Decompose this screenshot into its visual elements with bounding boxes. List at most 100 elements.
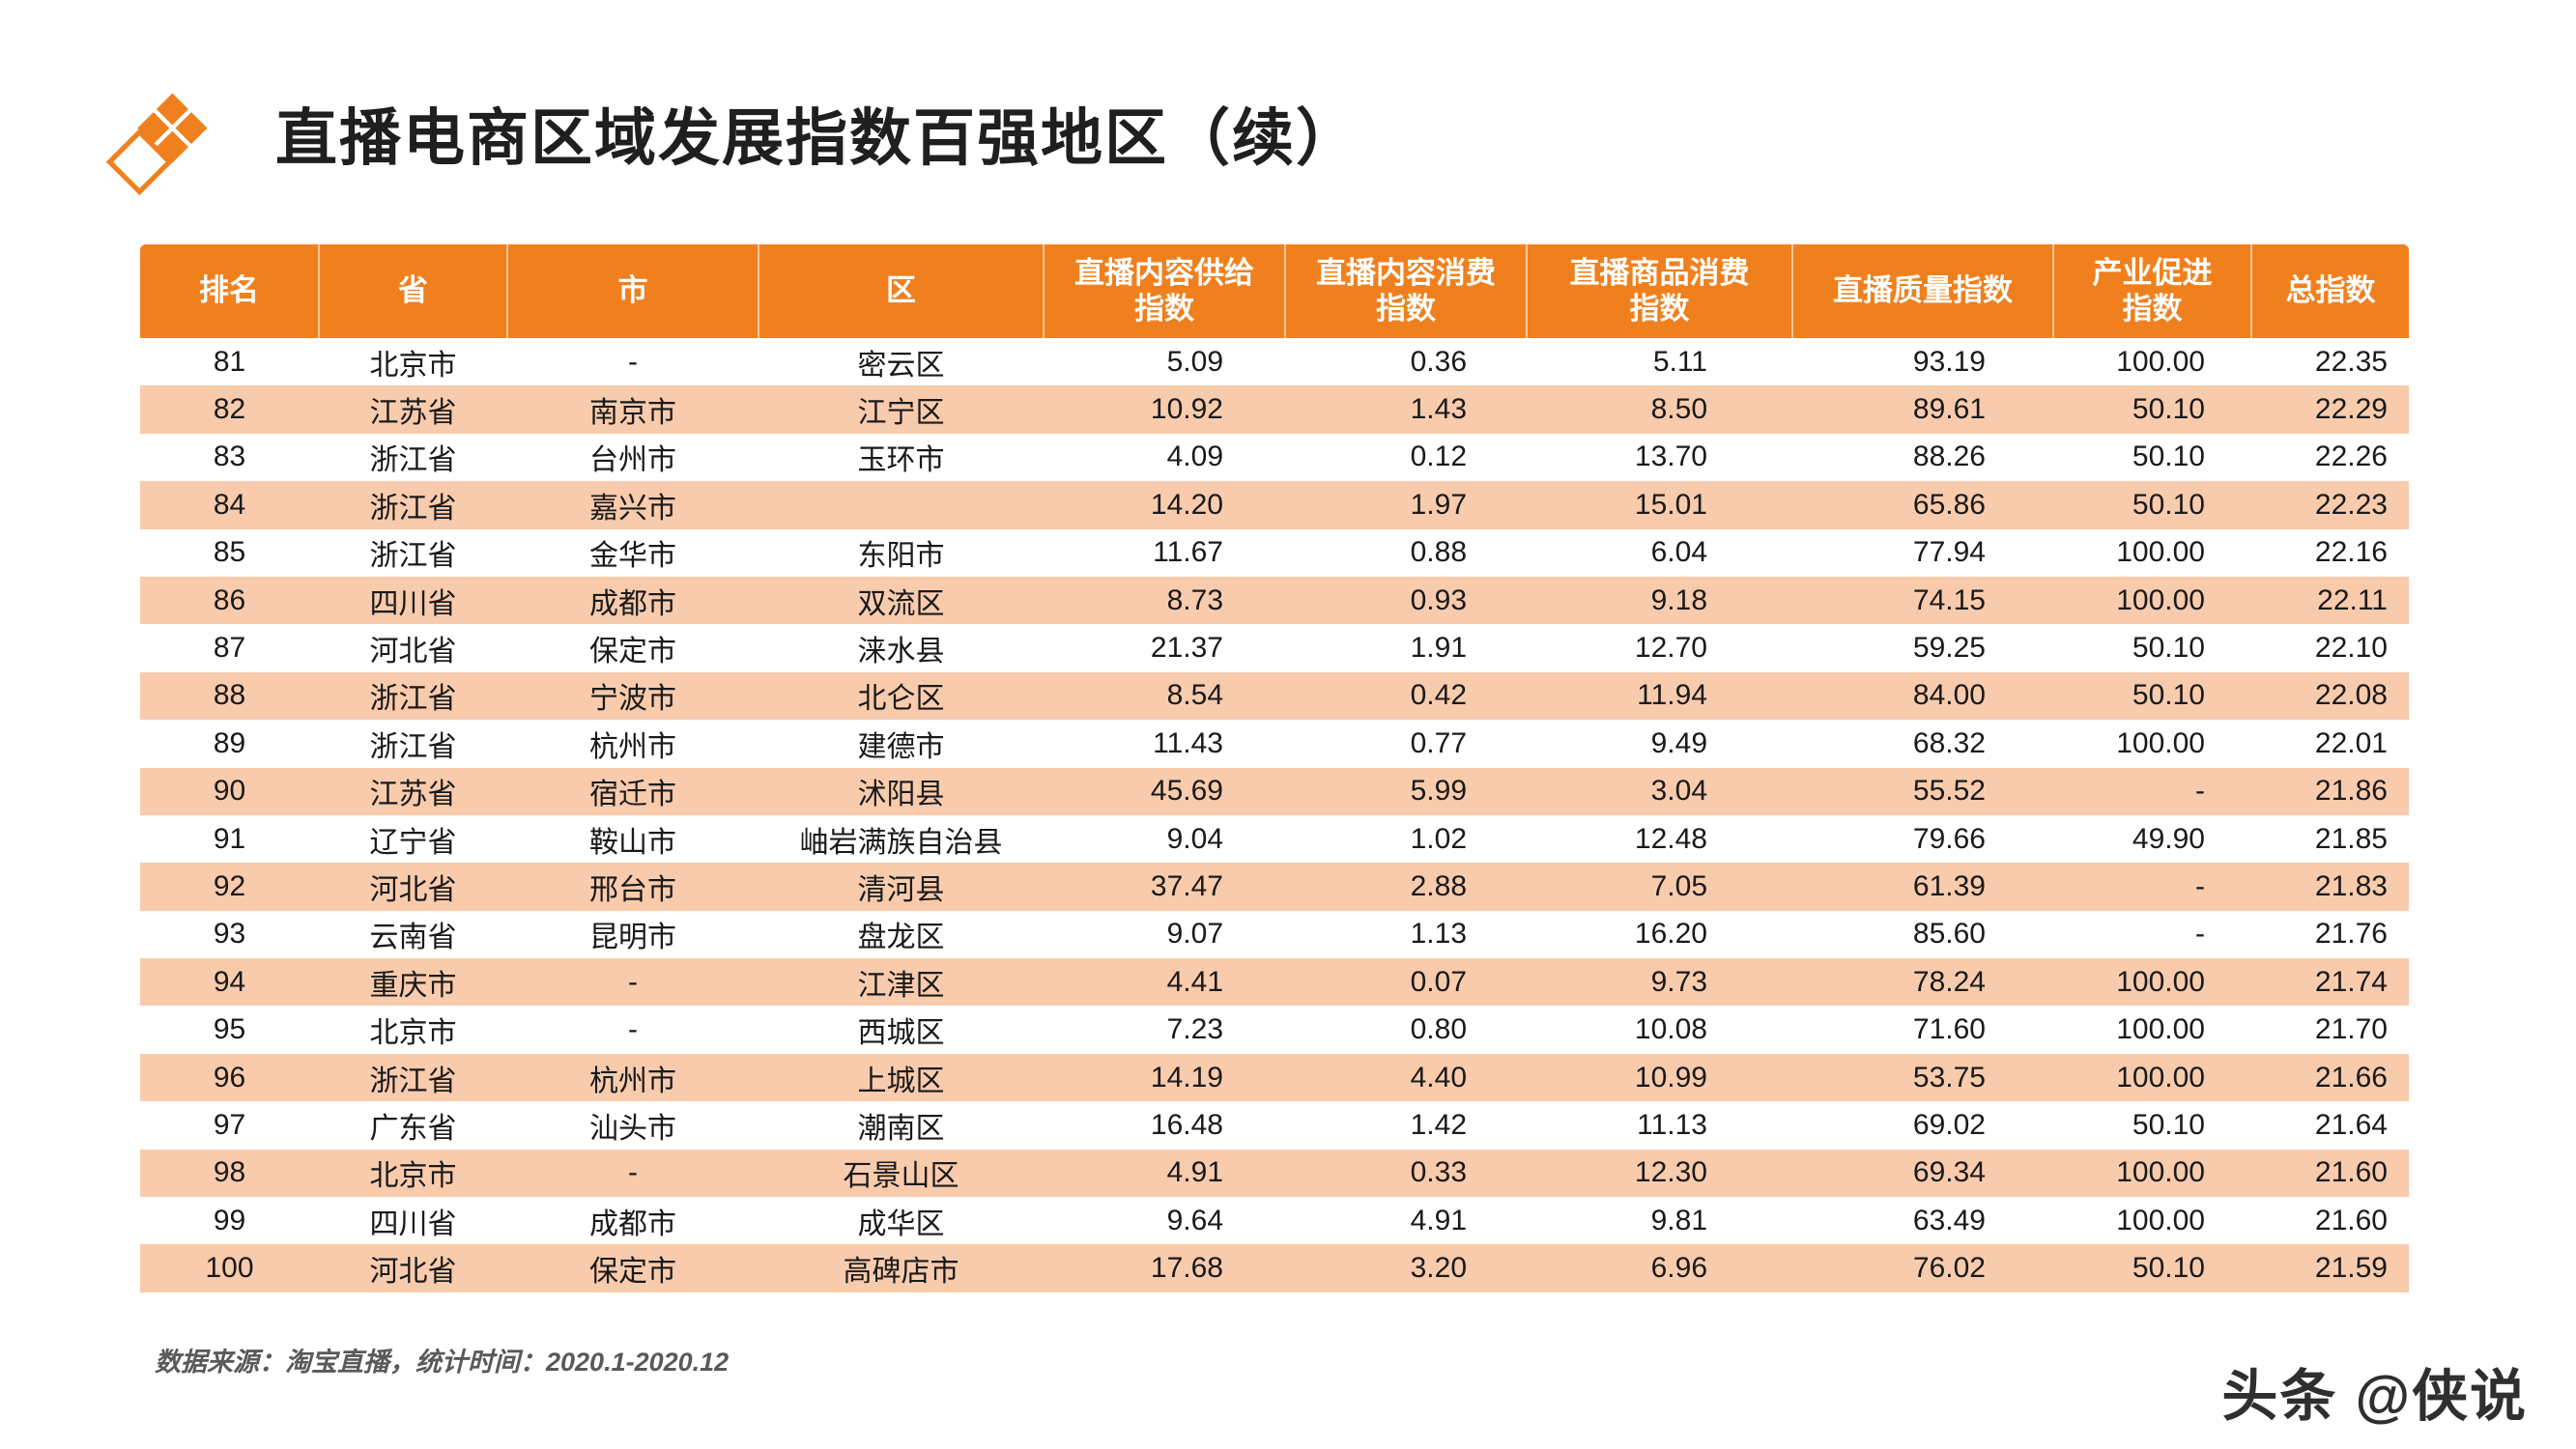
table-cell: 21.37: [1150, 632, 1223, 665]
table-cell: 4.40: [1410, 1061, 1467, 1094]
ranking-table: 排名省市区直播内容供给 指数 直播内容消费 指数 直播商品消费 指数 直播质量指数 产业…: [140, 244, 2409, 1293]
table-cell: 台州市: [589, 444, 676, 477]
table-cell: 83: [213, 440, 246, 473]
table-cell: 21.86: [2314, 775, 2388, 808]
table-cell: 14.19: [1150, 1061, 1223, 1094]
table-cell: 79.66: [1912, 822, 1986, 855]
table-cell: 63.49: [1912, 1204, 1986, 1236]
table-cell: 85: [213, 536, 246, 569]
table-cell: 82: [213, 393, 246, 426]
table-cell: 4.91: [1166, 1156, 1223, 1189]
table-cell: 浙江省: [369, 444, 457, 477]
table-cell: 77.94: [1912, 536, 1986, 569]
table-cell: 9.73: [1650, 965, 1707, 998]
table-cell: 93.19: [1912, 345, 1986, 378]
table-cell: 5.11: [1652, 345, 1707, 378]
table-cell: 11.43: [1153, 726, 1223, 759]
table-cell: -: [2195, 775, 2205, 808]
table-cell: 东阳市: [857, 540, 945, 573]
table-cell: 21.59: [2314, 1252, 2388, 1285]
table-cell: 68.32: [1912, 726, 1986, 759]
table-cell: 双流区: [857, 587, 945, 620]
table-cell: 65.86: [1912, 488, 1986, 521]
table-cell: 9.81: [1650, 1204, 1707, 1236]
table-cell: 5.99: [1410, 775, 1467, 808]
table-cell: 河北省: [369, 1256, 457, 1289]
table-row: 85 浙江省 金华市 东阳市 11.67 0.88 6.04 77.94 100.00 22.16: [140, 529, 2409, 577]
table-cell: 保定市: [589, 1256, 676, 1289]
table-cell: 87: [213, 632, 246, 665]
table-cell: -: [2195, 869, 2205, 902]
table-cell: 四川省: [369, 587, 457, 620]
table-cell: 8.73: [1166, 583, 1223, 616]
table-cell: 杭州市: [589, 730, 676, 763]
table-cell: 84.00: [1912, 679, 1986, 712]
table-cell: 76.02: [1912, 1252, 1986, 1285]
table-cell: 浙江省: [369, 492, 457, 525]
table-row: 86 四川省 成都市 双流区 8.73 0.93 9.18 74.15 100.00 22.11: [140, 576, 2409, 625]
column-header: 产业促进 指数: [2052, 244, 2251, 338]
table-cell: 石景山区: [843, 1160, 959, 1193]
table-cell: 21.70: [2314, 1013, 2388, 1046]
table-cell: 14.20: [1150, 488, 1223, 521]
table-cell: 50.10: [2132, 679, 2205, 712]
table-cell: 浙江省: [369, 730, 457, 763]
table-cell: 21.60: [2314, 1204, 2388, 1236]
table-cell: 22.11: [2317, 583, 2388, 616]
table-cell: 88.26: [1912, 440, 1986, 473]
table-cell: 95: [213, 1013, 246, 1046]
table-cell: 11.13: [1637, 1108, 1707, 1141]
table-cell: 6.04: [1650, 536, 1707, 569]
table-row: 87 河北省 保定市 涞水县 21.37 1.91 12.70 59.25 50.10 22.10: [140, 624, 2409, 671]
table-cell: 50.10: [2132, 632, 2205, 665]
table-row: 95 北京市 - 西城区 7.23 0.80 10.08 71.60 100.00 21.70: [140, 1006, 2409, 1053]
table-row: 90 江苏省 宿迁市 沭阳县 45.69 5.99 3.04 55.52 - 21.86: [140, 767, 2409, 815]
table-cell: 94: [213, 965, 246, 998]
table-cell: 22.29: [2314, 393, 2388, 426]
table-cell: 保定市: [589, 636, 676, 668]
table-cell: 密云区: [857, 349, 945, 382]
table-cell: 玉环市: [857, 444, 945, 477]
table-cell: 潮南区: [857, 1112, 945, 1145]
table-cell: 89: [213, 726, 246, 759]
table-row: 83 浙江省 台州市 玉环市 4.09 0.12 13.70 88.26 50.10 22.26: [140, 434, 2409, 481]
table-cell: 49.90: [2132, 822, 2205, 855]
column-header: 市: [506, 244, 758, 338]
table-row: 100 河北省 保定市 高碑店市 17.68 3.20 6.96 76.02 50.10 21.5…: [140, 1244, 2409, 1293]
table-cell: 邢台市: [589, 873, 676, 906]
table-cell: 涞水县: [857, 636, 945, 668]
table-cell: 沭阳县: [857, 779, 945, 811]
column-header: 区: [758, 244, 1044, 338]
table-row: 99 四川省 成都市 成华区 9.64 4.91 9.81 63.49 100.00 21.60: [140, 1197, 2409, 1244]
table-cell: 53.75: [1912, 1061, 1986, 1094]
table-cell: -: [628, 345, 638, 378]
table-row: 88 浙江省 宁波市 北仑区 8.54 0.42 11.94 84.00 50.10 22.08: [140, 671, 2409, 721]
outline-diamond-shape: [105, 128, 173, 196]
table-cell: 22.26: [2314, 440, 2388, 473]
table-cell: 21.83: [2314, 869, 2388, 902]
ranking-table-container: 排名省市区直播内容供给 指数 直播内容消费 指数 直播商品消费 指数 直播质量指数 产业…: [140, 244, 2409, 1293]
table-cell: 71.60: [1912, 1013, 1986, 1046]
column-header: 直播商品消费 指数: [1526, 244, 1792, 338]
table-cell: 90: [213, 775, 246, 808]
table-cell: 10.99: [1634, 1061, 1707, 1094]
table-cell: 1.97: [1410, 488, 1467, 521]
table-cell: 高碑店市: [843, 1256, 959, 1289]
table-cell: 9.07: [1166, 918, 1223, 951]
table-cell: 8.50: [1650, 393, 1707, 426]
table-cell: 金华市: [589, 540, 676, 573]
table-cell: 15.01: [1634, 488, 1707, 521]
table-cell: 0.80: [1410, 1013, 1467, 1046]
column-header: 排名: [140, 244, 319, 338]
table-cell: 1.42: [1410, 1108, 1467, 1141]
page-title: 直播电商区域发展指数百强地区（续）: [275, 103, 1360, 173]
table-cell: 嘉兴市: [589, 492, 676, 525]
table-cell: 7.23: [1166, 1013, 1223, 1046]
table-cell: 2.88: [1410, 869, 1467, 902]
table-cell: 宁波市: [589, 683, 676, 716]
table-cell: 江津区: [857, 969, 945, 1002]
table-cell: 16.20: [1634, 918, 1707, 951]
table-cell: 22.10: [2314, 632, 2388, 665]
table-row: 97 广东省 汕头市 潮南区 16.48 1.42 11.13 69.02 50.10 21.64: [140, 1101, 2409, 1149]
